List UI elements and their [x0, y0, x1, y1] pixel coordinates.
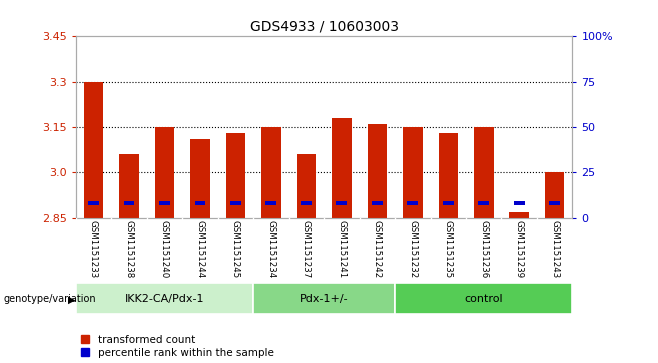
- Bar: [407, 200, 418, 205]
- Bar: [261, 127, 280, 218]
- Text: GSM1151241: GSM1151241: [338, 220, 346, 278]
- Bar: [88, 200, 99, 205]
- Text: GSM1151245: GSM1151245: [231, 220, 240, 278]
- Bar: [478, 200, 489, 205]
- Text: GSM1151240: GSM1151240: [160, 220, 169, 278]
- Bar: [336, 200, 347, 205]
- Bar: [395, 283, 572, 314]
- Bar: [438, 133, 458, 218]
- Bar: [119, 154, 139, 218]
- Bar: [514, 200, 524, 205]
- Bar: [76, 283, 253, 314]
- Bar: [155, 127, 174, 218]
- Legend: transformed count, percentile rank within the sample: transformed count, percentile rank withi…: [81, 335, 274, 358]
- Text: GSM1151239: GSM1151239: [515, 220, 524, 278]
- Bar: [230, 200, 241, 205]
- Title: GDS4933 / 10603003: GDS4933 / 10603003: [249, 20, 399, 34]
- Text: Pdx-1+/-: Pdx-1+/-: [300, 294, 348, 303]
- Text: GSM1151242: GSM1151242: [373, 220, 382, 278]
- Text: GSM1151243: GSM1151243: [550, 220, 559, 278]
- Text: GSM1151238: GSM1151238: [124, 220, 134, 278]
- Text: GSM1151234: GSM1151234: [266, 220, 275, 278]
- Text: IKK2-CA/Pdx-1: IKK2-CA/Pdx-1: [124, 294, 204, 303]
- Text: ▶: ▶: [68, 294, 75, 305]
- Bar: [253, 283, 395, 314]
- Bar: [332, 118, 351, 218]
- Text: GSM1151244: GSM1151244: [195, 220, 205, 278]
- Bar: [368, 124, 387, 218]
- Text: GSM1151235: GSM1151235: [443, 220, 453, 278]
- Text: GSM1151233: GSM1151233: [89, 220, 98, 278]
- Text: control: control: [465, 294, 503, 303]
- Bar: [545, 172, 565, 218]
- Text: GSM1151236: GSM1151236: [479, 220, 488, 278]
- Bar: [297, 154, 316, 218]
- Bar: [195, 200, 205, 205]
- Bar: [474, 127, 494, 218]
- Bar: [509, 212, 529, 218]
- Bar: [403, 127, 422, 218]
- Bar: [549, 200, 560, 205]
- Bar: [159, 200, 170, 205]
- Text: GSM1151232: GSM1151232: [408, 220, 417, 278]
- Bar: [372, 200, 383, 205]
- Text: genotype/variation: genotype/variation: [3, 294, 96, 305]
- Text: GSM1151237: GSM1151237: [302, 220, 311, 278]
- Bar: [301, 200, 312, 205]
- Bar: [226, 133, 245, 218]
- Bar: [84, 82, 103, 218]
- Bar: [190, 139, 210, 218]
- Bar: [265, 200, 276, 205]
- Bar: [124, 200, 134, 205]
- Bar: [443, 200, 453, 205]
